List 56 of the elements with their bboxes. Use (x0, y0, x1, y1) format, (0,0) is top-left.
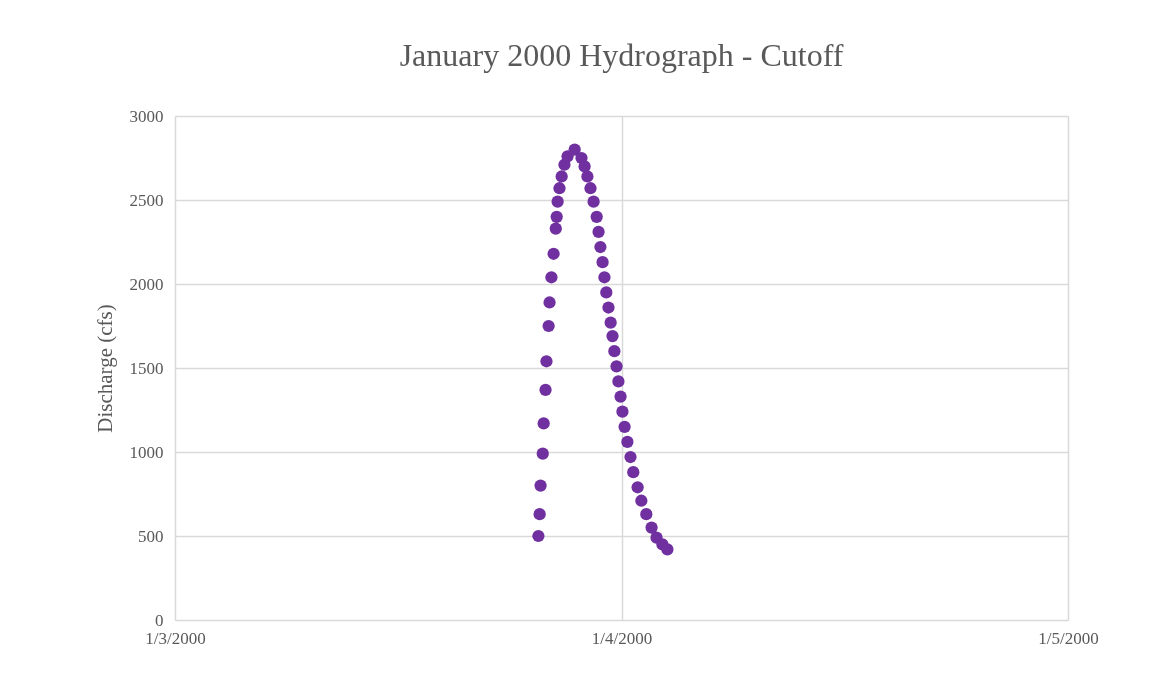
point (608, 345, 621, 358)
point (568, 143, 581, 156)
point (532, 529, 545, 543)
point (536, 447, 549, 460)
point (618, 420, 631, 433)
y-axis-title: Discharge (cfs) (92, 304, 117, 433)
point (537, 417, 550, 430)
point (635, 494, 648, 507)
point (604, 316, 617, 329)
point (547, 247, 560, 260)
point (640, 508, 653, 521)
point (543, 296, 556, 309)
x-tick-label: 1/5/2000 (1038, 628, 1099, 648)
point (584, 182, 597, 195)
point (555, 170, 568, 183)
point (631, 481, 644, 494)
point (606, 329, 619, 343)
point (549, 222, 562, 235)
point (545, 271, 558, 284)
point (645, 521, 658, 534)
y-tick-label: 1500 (129, 358, 164, 378)
point (550, 210, 563, 223)
x-tick-label: 1/4/2000 (591, 628, 653, 648)
y-tick-label: 2000 (129, 274, 164, 294)
point (612, 375, 625, 388)
chart-title: January 2000 Hydrograph - Cutoff (399, 37, 844, 73)
y-tick-label: 0 (155, 610, 164, 630)
point (610, 360, 623, 373)
point (602, 301, 615, 314)
point (616, 405, 629, 418)
y-tick-label: 3000 (129, 106, 164, 126)
x-tick-label: 1/3/2000 (145, 628, 206, 648)
point (540, 355, 553, 368)
point (590, 210, 603, 223)
point (587, 195, 600, 208)
y-tick-label: 500 (138, 526, 164, 546)
y-tick-label: 2500 (129, 190, 164, 210)
y-tick-label: 1000 (129, 442, 164, 462)
point (596, 256, 609, 269)
point (592, 225, 605, 239)
point (624, 450, 637, 464)
point (553, 182, 566, 195)
point (598, 271, 611, 284)
point (533, 508, 546, 521)
point (621, 435, 634, 449)
point (594, 240, 607, 254)
point (627, 466, 640, 479)
point (614, 390, 627, 403)
point (539, 383, 552, 396)
point (542, 319, 555, 333)
point (600, 286, 613, 299)
point (581, 170, 594, 183)
point (551, 195, 564, 208)
point (578, 160, 591, 173)
point (534, 479, 547, 492)
point (661, 543, 674, 556)
